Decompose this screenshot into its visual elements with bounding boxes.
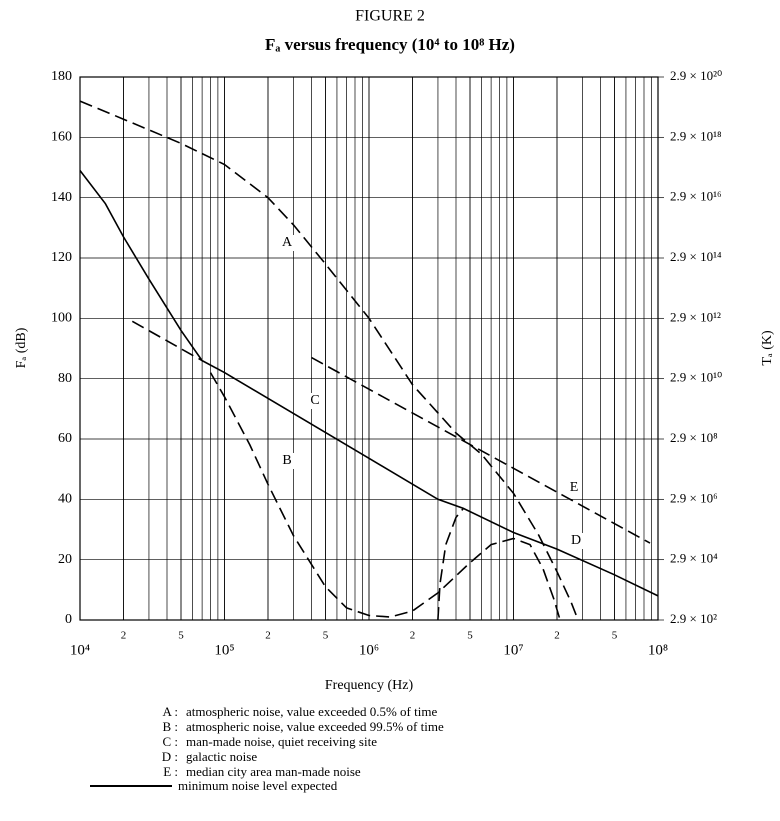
legend-text: atmospheric noise, value exceeded 99.5% … — [186, 719, 444, 734]
legend-text: man-made noise, quiet receiving site — [186, 734, 377, 749]
y-tick-label: 0 — [65, 612, 72, 627]
y2-tick-label: 2.9 × 10¹² — [670, 309, 721, 324]
y-tick-label: 160 — [51, 130, 72, 145]
legend-key: A : — [162, 704, 178, 719]
curve-label-bg — [280, 235, 294, 251]
y2-tick-label: 2.9 × 10¹⁴ — [670, 249, 722, 264]
y-tick-label: 120 — [51, 250, 72, 265]
curve — [131, 320, 203, 362]
legend-text: atmospheric noise, value exceeded 0.5% o… — [186, 704, 437, 719]
legend-text: minimum noise level expected — [178, 778, 338, 793]
legend-key: E : — [163, 764, 178, 779]
y2-axis-label: Tₐ (K) — [760, 330, 775, 366]
legend-text: median city area man-made noise — [186, 764, 361, 779]
y2-tick-label: 2.9 × 10¹⁸ — [670, 128, 722, 143]
curve-label-bg — [569, 533, 583, 549]
x-tick-label: 10⁸ — [648, 642, 668, 658]
y-tick-label: 20 — [58, 552, 72, 567]
y2-tick-label: 2.9 × 10⁴ — [670, 551, 718, 566]
y2-tick-label: 2.9 × 10² — [670, 611, 717, 626]
x-tick-label: 10⁴ — [70, 642, 90, 658]
x-tick-label: 2 — [410, 630, 416, 642]
curve — [437, 507, 465, 621]
x-tick-label: 2 — [554, 630, 560, 642]
x-tick-label: 5 — [467, 630, 473, 642]
y-axis-label: Fₐ (dB) — [14, 327, 29, 368]
curve — [311, 356, 651, 544]
x-tick-label: 2 — [121, 630, 127, 642]
legend-key: B : — [162, 719, 178, 734]
curve — [79, 100, 579, 621]
y-tick-label: 80 — [58, 371, 72, 386]
x-tick-label: 10⁶ — [359, 642, 379, 658]
y2-tick-label: 2.9 × 10¹⁶ — [670, 189, 722, 204]
legend-key: C : — [162, 734, 178, 749]
y-tick-label: 180 — [51, 69, 72, 84]
x-tick-label: 10⁵ — [214, 642, 234, 658]
y2-tick-label: 2.9 × 10⁸ — [670, 430, 718, 445]
x-tick-label: 2 — [265, 630, 271, 642]
curve-label: D — [571, 533, 581, 548]
x-tick-label: 5 — [612, 630, 618, 642]
y-tick-label: 100 — [51, 311, 72, 326]
legend-key: D : — [162, 749, 178, 764]
curve — [79, 170, 659, 597]
legend-text: galactic noise — [186, 749, 257, 764]
figure-number: FIGURE 2 — [355, 8, 425, 25]
curve-label: C — [310, 393, 319, 408]
curve-label-bg — [567, 480, 581, 496]
y2-tick-label: 2.9 × 10¹⁰ — [670, 370, 722, 385]
y-tick-label: 140 — [51, 190, 72, 205]
x-tick-label: 5 — [323, 630, 329, 642]
y2-tick-label: 2.9 × 10²⁰ — [670, 68, 722, 83]
y-tick-label: 40 — [58, 492, 72, 507]
plot-frame — [79, 76, 659, 621]
curve-label: A — [282, 235, 293, 250]
x-axis-label: Frequency (Hz) — [325, 678, 414, 693]
curve-label-bg — [280, 453, 294, 469]
curve — [209, 372, 561, 621]
curve-label-bg — [308, 393, 322, 409]
curve-label: B — [282, 453, 291, 468]
y2-tick-label: 2.9 × 10⁶ — [670, 490, 718, 505]
curve-label: E — [570, 480, 579, 495]
x-tick-label: 5 — [178, 630, 184, 642]
y-tick-label: 60 — [58, 431, 72, 446]
chart-title: Fₐ versus frequency (10⁴ to 10⁸ Hz) — [265, 35, 515, 54]
x-tick-label: 10⁷ — [503, 642, 523, 658]
